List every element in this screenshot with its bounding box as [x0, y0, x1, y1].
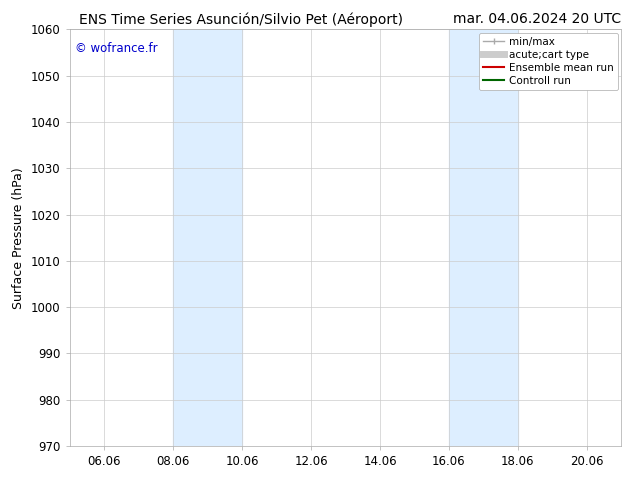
- Text: ENS Time Series Asunción/Silvio Pet (Aéroport): ENS Time Series Asunción/Silvio Pet (Aér…: [79, 12, 403, 27]
- Y-axis label: Surface Pressure (hPa): Surface Pressure (hPa): [13, 167, 25, 309]
- Bar: [173, 29, 242, 446]
- Bar: [449, 29, 518, 446]
- Text: mar. 04.06.2024 20 UTC: mar. 04.06.2024 20 UTC: [453, 12, 621, 26]
- Legend: min/max, acute;cart type, Ensemble mean run, Controll run: min/max, acute;cart type, Ensemble mean …: [479, 32, 618, 90]
- Text: © wofrance.fr: © wofrance.fr: [75, 42, 158, 55]
